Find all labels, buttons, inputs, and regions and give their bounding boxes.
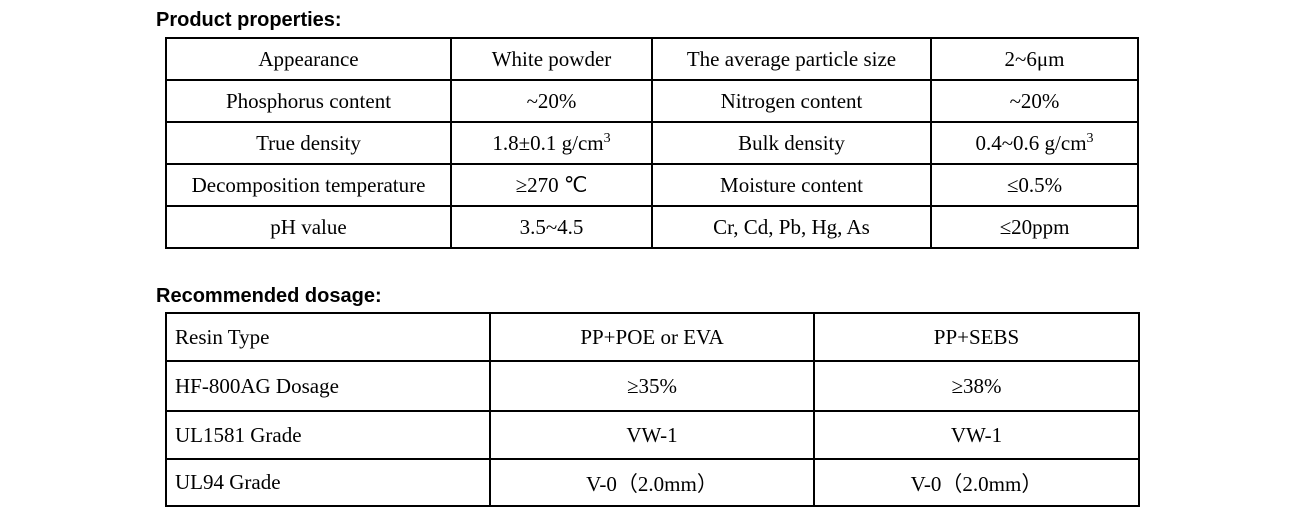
dosage-value: PP+SEBS [813, 312, 1140, 362]
property-label: Phosphorus content [165, 79, 452, 123]
property-label: Moisture content [651, 163, 932, 207]
table-row: pH value 3.5~4.5 Cr, Cd, Pb, Hg, As ≤20p… [165, 205, 1139, 249]
dosage-value: ≥38% [813, 360, 1140, 412]
dosage-value: VW-1 [813, 410, 1140, 460]
property-value: 2~6μm [930, 37, 1139, 81]
property-value: ≤0.5% [930, 163, 1139, 207]
table-row: Appearance White powder The average part… [165, 37, 1139, 81]
property-label: Bulk density [651, 121, 932, 165]
product-properties-table: Appearance White powder The average part… [165, 37, 1139, 249]
property-label: pH value [165, 205, 452, 249]
section-title-recommended-dosage: Recommended dosage: [156, 285, 382, 307]
dosage-value: PP+POE or EVA [489, 312, 815, 362]
property-label: Nitrogen content [651, 79, 932, 123]
property-value: ≤20ppm [930, 205, 1139, 249]
superscript: 3 [1086, 130, 1094, 146]
true-density-value: 1.8±0.1 g/cm [492, 130, 604, 155]
table-row: Resin Type PP+POE or EVA PP+SEBS [165, 312, 1140, 362]
property-value: White powder [450, 37, 653, 81]
table-row: True density 1.8±0.1 g/cm3 Bulk density … [165, 121, 1139, 165]
property-label: Appearance [165, 37, 452, 81]
dosage-value: ≥35% [489, 360, 815, 412]
recommended-dosage-table: Resin Type PP+POE or EVA PP+SEBS HF-800A… [165, 312, 1140, 507]
table-row: Phosphorus content ~20% Nitrogen content… [165, 79, 1139, 123]
property-label: The average particle size [651, 37, 932, 81]
dosage-label: UL1581 Grade [165, 410, 491, 460]
property-value: 1.8±0.1 g/cm3 [450, 121, 653, 165]
dosage-label: HF-800AG Dosage [165, 360, 491, 412]
table-row: HF-800AG Dosage ≥35% ≥38% [165, 360, 1140, 412]
property-value: ≥270 ℃ [450, 163, 653, 207]
table-row: Decomposition temperature ≥270 ℃ Moistur… [165, 163, 1139, 207]
dosage-value: V-0（2.0mm） [489, 458, 815, 507]
dosage-label: UL94 Grade [165, 458, 491, 507]
property-label: Decomposition temperature [165, 163, 452, 207]
property-value: ~20% [930, 79, 1139, 123]
section-title-product-properties: Product properties: [156, 9, 342, 31]
dosage-value: V-0（2.0mm） [813, 458, 1140, 507]
property-label: True density [165, 121, 452, 165]
property-value: 0.4~0.6 g/cm3 [930, 121, 1139, 165]
table-row: UL94 Grade V-0（2.0mm） V-0（2.0mm） [165, 458, 1140, 507]
table-row: UL1581 Grade VW-1 VW-1 [165, 410, 1140, 460]
property-label: Cr, Cd, Pb, Hg, As [651, 205, 932, 249]
property-value: ~20% [450, 79, 653, 123]
bulk-density-value: 0.4~0.6 g/cm [975, 130, 1087, 155]
dosage-value: VW-1 [489, 410, 815, 460]
superscript: 3 [603, 130, 611, 146]
property-value: 3.5~4.5 [450, 205, 653, 249]
dosage-label: Resin Type [165, 312, 491, 362]
